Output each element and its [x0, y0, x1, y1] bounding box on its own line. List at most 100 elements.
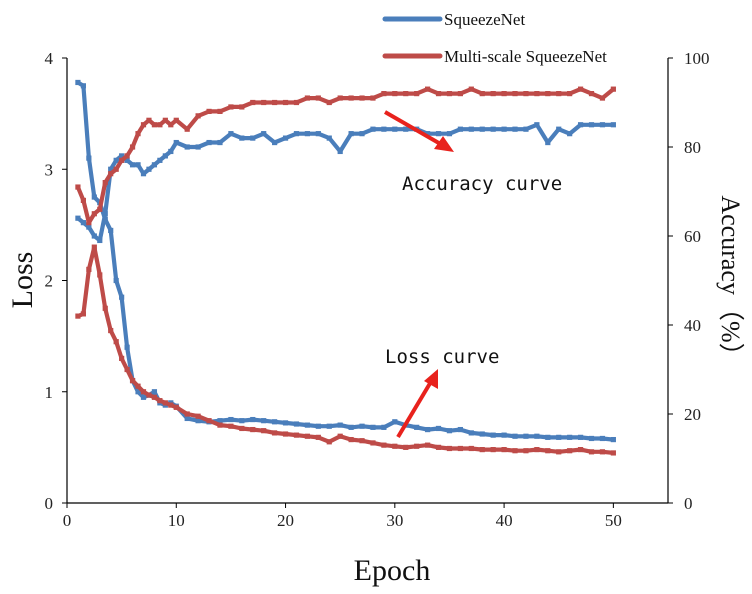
data-point [370, 440, 376, 446]
y2-ticks: 0 20 40 60 80 100 [668, 49, 710, 513]
data-point [523, 126, 529, 132]
data-point [124, 157, 130, 163]
data-point [468, 445, 474, 452]
data-point [414, 424, 420, 430]
legend-item-multiscale: Multi-scale SqueezeNet [382, 47, 607, 66]
data-point [370, 126, 376, 132]
accuracy-curve-label: Accuracy curve [402, 173, 562, 195]
data-point [113, 157, 119, 163]
data-point [370, 424, 376, 430]
data-point [479, 447, 485, 453]
data-point [435, 444, 442, 450]
data-point [545, 448, 551, 454]
data-point [80, 311, 86, 317]
data-point [75, 313, 81, 319]
data-point [293, 131, 300, 137]
data-point [425, 86, 431, 92]
accuracy-arrow [384, 110, 445, 148]
data-point [599, 435, 606, 442]
data-point [124, 344, 130, 350]
data-point [217, 108, 223, 114]
data-point [157, 398, 163, 404]
data-point [392, 126, 398, 132]
data-point [91, 194, 97, 200]
legend-label-squeezenet: SqueezeNet [444, 10, 525, 29]
data-point [206, 139, 212, 146]
data-point [91, 233, 97, 239]
data-point [610, 86, 616, 92]
data-point [414, 443, 420, 449]
data-point [119, 157, 125, 163]
data-point [102, 180, 108, 186]
data-point [239, 425, 245, 432]
data-point [129, 144, 136, 150]
data-point [599, 449, 606, 455]
y2-tick-label: 60 [684, 227, 701, 246]
data-point [272, 419, 278, 425]
data-point [168, 402, 174, 408]
series-line-multiscale-accuracy [75, 86, 616, 225]
legend: SqueezeNet Multi-scale SqueezeNet [382, 10, 607, 66]
data-point [512, 91, 518, 97]
x-tick-label: 30 [386, 511, 403, 530]
data-point [119, 355, 125, 361]
data-point [479, 126, 485, 132]
loss-arrow [396, 378, 434, 439]
data-point [359, 131, 365, 137]
data-point [315, 131, 321, 137]
data-point [359, 423, 365, 429]
data-point [113, 339, 119, 345]
data-point [523, 91, 529, 97]
data-point [501, 126, 507, 132]
data-point [206, 418, 212, 424]
data-point [545, 91, 551, 97]
data-point [588, 435, 595, 442]
series-points-squeezenet-loss [75, 79, 616, 443]
data-point [348, 131, 354, 137]
data-point [140, 394, 147, 400]
data-point [599, 122, 606, 128]
y2-tick-label: 0 [684, 494, 693, 513]
data-point [239, 104, 245, 110]
data-point [556, 434, 562, 440]
legend-label-multiscale: Multi-scale SqueezeNet [444, 47, 607, 66]
loss-curve-label: Loss curve [385, 346, 499, 368]
data-point [545, 139, 551, 146]
data-point [425, 442, 431, 448]
data-point [91, 244, 97, 250]
data-point [146, 392, 152, 398]
data-point [425, 131, 431, 137]
series-points-multiscale-loss [75, 244, 616, 456]
data-point [272, 430, 278, 436]
data-point [272, 99, 278, 106]
data-point [403, 126, 409, 132]
data-point [217, 418, 223, 424]
data-point [392, 91, 398, 97]
data-point [140, 122, 147, 128]
data-point [359, 438, 365, 444]
series-points-multiscale-accuracy [75, 86, 616, 226]
data-point [135, 131, 141, 137]
data-point [534, 122, 540, 128]
data-point [173, 404, 179, 410]
data-point [151, 389, 158, 395]
y2-tick-label: 40 [684, 316, 701, 335]
data-point [359, 95, 365, 101]
data-point [490, 432, 496, 438]
data-point [512, 433, 518, 439]
data-point [337, 95, 343, 101]
data-point [195, 418, 201, 424]
data-point [293, 421, 300, 427]
data-point [168, 148, 174, 155]
data-point [545, 434, 551, 440]
data-point [556, 126, 562, 132]
data-point [577, 122, 584, 128]
data-point [108, 171, 114, 177]
data-point [168, 122, 174, 128]
data-point [184, 144, 190, 150]
x-tick-label: 0 [63, 511, 72, 530]
data-point [337, 433, 343, 439]
y2-tick-label: 100 [684, 49, 710, 68]
data-point [381, 424, 387, 430]
